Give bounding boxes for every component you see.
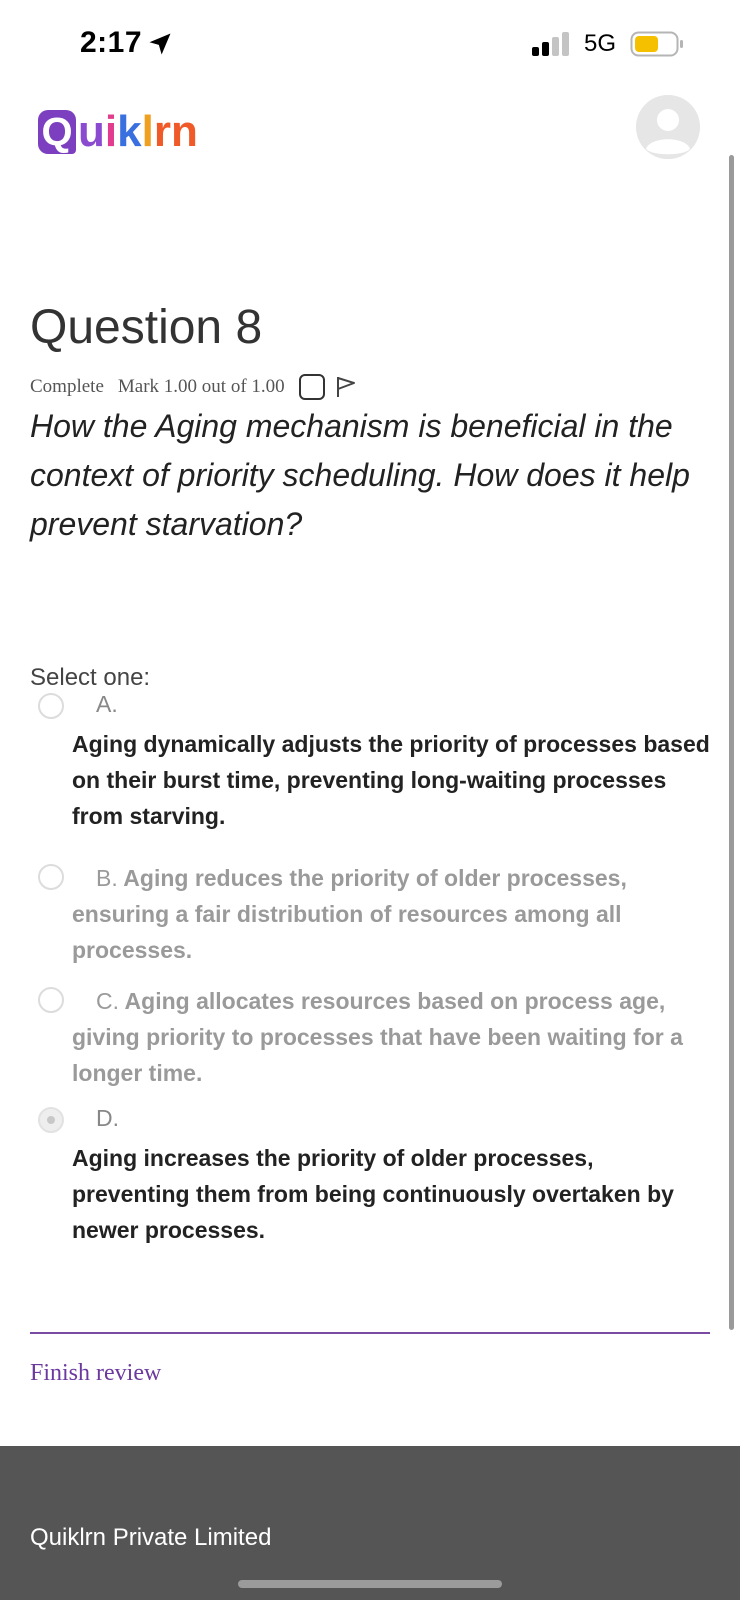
question-mark: Mark 1.00 out of 1.00 [117,376,285,397]
location-arrow-icon [149,33,171,55]
user-avatar-button[interactable] [636,95,700,159]
flag-icon[interactable] [335,375,357,399]
page-scrollbar[interactable] [729,155,734,1330]
quiklrn-logo[interactable]: Q u i k l r n [38,102,198,154]
page-footer: Quiklrn Private Limited [0,1446,740,1600]
user-avatar-icon [636,95,700,159]
logo-letter-q: Q [38,110,76,154]
radio-option-c[interactable] [38,987,64,1013]
footer-company-name: Quiklrn Private Limited [30,1524,272,1551]
logo-letter: k [117,107,142,156]
question-state: Complete [30,376,104,397]
option-text-body: Aging allocates resources based on proce… [72,988,683,1086]
logo-letter: i [104,107,118,156]
question-info: Complete Mark 1.00 out of 1.00 [30,374,357,400]
option-letter: B. [96,865,118,891]
option-letter: C. [96,988,119,1014]
question-text: How the Aging mechanism is beneficial in… [30,408,690,542]
question-title: Question 8 [30,301,263,354]
status-time: 2:17 [80,26,143,59]
radio-option-b[interactable] [38,864,64,890]
logo-letter: n [170,107,198,156]
signal-strength-icon [532,32,569,56]
option-text-body: Aging reduces the priority of older proc… [72,865,627,963]
flag-question-checkbox[interactable] [298,374,325,400]
option-letter: A. [96,691,118,717]
logo-letter: r [153,107,171,156]
option-text: C. Aging allocates resources based on pr… [72,983,712,1091]
battery-icon [630,31,683,57]
network-type: 5G [584,30,617,57]
logo-letter: l [141,107,154,156]
home-indicator[interactable] [238,1580,502,1588]
logo-letter: u [78,107,105,156]
option-letter: D. [96,1105,119,1131]
section-divider [30,1332,710,1334]
status-bar: 2:17 5G [0,0,740,92]
select-one-label: Select one: [30,664,151,691]
radio-option-d[interactable] [38,1107,64,1133]
option-text: Aging increases the priority of older pr… [72,1145,674,1243]
option-text: B. Aging reduces the priority of older p… [72,860,712,968]
radio-option-a[interactable] [38,693,64,719]
option-text: Aging dynamically adjusts the priority o… [72,731,710,829]
finish-review-link[interactable]: Finish review [30,1360,162,1386]
